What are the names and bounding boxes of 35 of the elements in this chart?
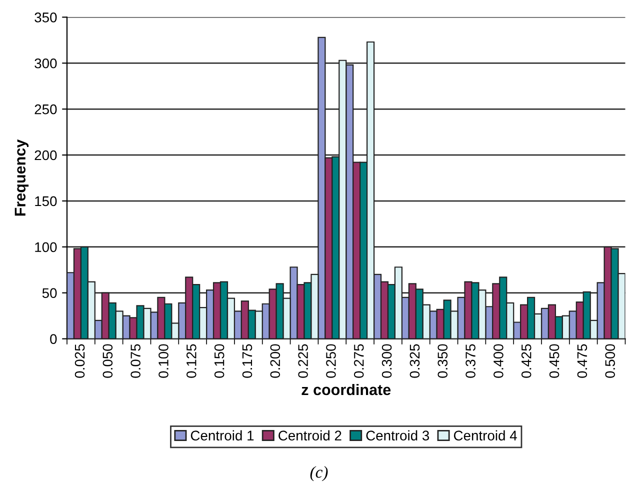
x-tick-label: 0.325 bbox=[410, 344, 420, 378]
y-tick-label: 100 bbox=[35, 242, 57, 252]
legend-label: Centroid 1 bbox=[190, 430, 254, 441]
x-tick-label: 0.075 bbox=[130, 344, 140, 378]
x-tick-label: 0.300 bbox=[382, 344, 392, 378]
x-tick-label: 0.500 bbox=[605, 344, 616, 378]
y-axis-title: Frequency bbox=[14, 139, 29, 216]
x-tick-label: 0.200 bbox=[270, 344, 280, 378]
legend-label: Centroid 2 bbox=[278, 430, 342, 441]
x-tick-label: 0.450 bbox=[549, 344, 560, 378]
y-tick-label: 150 bbox=[35, 196, 57, 206]
y-tick-label: 250 bbox=[34, 104, 57, 114]
legend-label: Centroid 3 bbox=[366, 430, 430, 441]
x-tick-label: 0.400 bbox=[494, 344, 504, 378]
y-tick-label: 50 bbox=[42, 288, 57, 298]
x-tick-label: 0.475 bbox=[577, 344, 588, 378]
x-tick-label: 0.025 bbox=[74, 344, 85, 378]
text: (c) bbox=[310, 466, 328, 482]
x-tick-label: 0.350 bbox=[438, 344, 448, 378]
x-axis-title: z coordinate bbox=[302, 384, 391, 396]
x-tick-label: 0.050 bbox=[102, 344, 113, 378]
x-tick-label: 0.375 bbox=[466, 344, 476, 378]
y-tick-label: 0 bbox=[50, 334, 57, 344]
y-tick-label: 350 bbox=[34, 12, 57, 22]
x-tick-label: 0.250 bbox=[326, 344, 336, 378]
x-tick-label: 0.425 bbox=[521, 344, 532, 378]
x-tick-label: 0.175 bbox=[242, 344, 252, 378]
legend-label: Centroid 4 bbox=[454, 430, 517, 441]
x-tick-label: 0.100 bbox=[158, 344, 168, 378]
y-tick-label: 300 bbox=[34, 58, 57, 68]
x-tick-label: 0.150 bbox=[214, 344, 224, 378]
x-tick-label: 0.275 bbox=[354, 344, 364, 378]
y-tick-label: 200 bbox=[34, 150, 57, 160]
x-tick-label: 0.125 bbox=[186, 344, 196, 378]
x-tick-label: 0.225 bbox=[298, 344, 308, 378]
